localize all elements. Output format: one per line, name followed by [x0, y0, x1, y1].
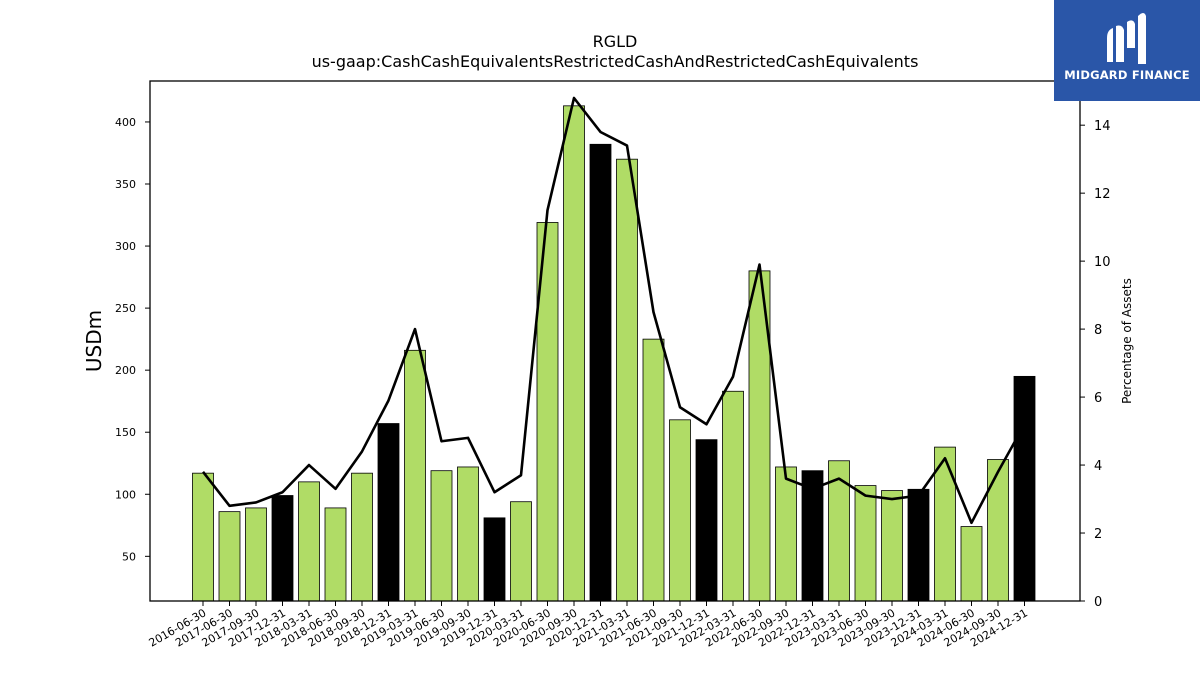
bar [510, 501, 532, 602]
bar [457, 466, 479, 602]
bar [881, 490, 903, 602]
y2-tick-label: 2 [1094, 527, 1102, 542]
y-tick-label: 350 [115, 178, 136, 191]
y2-axis-label: Percentage of Assets [1120, 278, 1134, 404]
bar [801, 470, 824, 602]
bar [1013, 375, 1036, 602]
percentage-line [201, 96, 1026, 525]
y2-tick-label: 12 [1094, 187, 1111, 202]
y-tick-label: 300 [115, 240, 136, 253]
bar [271, 495, 294, 602]
bar [218, 511, 241, 602]
bar [377, 423, 400, 602]
y-tick-label: 100 [115, 488, 136, 501]
y-tick-label: 50 [122, 550, 136, 563]
y-tick-label: 400 [115, 116, 136, 129]
bar [642, 338, 665, 602]
chart-title: RGLD [592, 32, 638, 51]
bar [404, 349, 426, 602]
logo-mark-icon [1107, 13, 1146, 64]
bar [324, 507, 347, 602]
y2-tick-label: 8 [1094, 323, 1102, 338]
chart-subtitle: us-gaap:CashCashEquivalentsRestrictedCas… [311, 52, 919, 71]
y-axis-label: USDm [82, 310, 106, 372]
bar [669, 419, 691, 602]
bar [245, 507, 267, 602]
bar [960, 526, 983, 602]
y-tick-label: 200 [115, 364, 136, 377]
bar [351, 472, 373, 602]
bar [483, 517, 506, 602]
midgard-finance-logo: MIDGARD FINANCE [1054, 0, 1200, 101]
plot-frame [149, 80, 1081, 602]
bar [722, 390, 744, 602]
bar [589, 143, 612, 602]
bar [616, 158, 638, 602]
bar [298, 481, 320, 602]
y-tick-label: 150 [115, 426, 136, 439]
bar [987, 459, 1009, 602]
y2-tick-label: 6 [1094, 391, 1102, 406]
bar [695, 439, 718, 602]
bar [775, 466, 797, 602]
bar [563, 105, 585, 602]
logo-text: MIDGARD FINANCE [1064, 68, 1190, 82]
y2-tick-label: 14 [1094, 119, 1111, 134]
y2-tick-label: 10 [1094, 255, 1111, 270]
y2-tick-label: 4 [1094, 459, 1102, 474]
bar [907, 488, 930, 602]
bar [854, 485, 877, 602]
y-tick-label: 250 [115, 302, 136, 315]
bar [192, 472, 214, 602]
y2-tick-label: 0 [1094, 595, 1102, 610]
bar [430, 470, 453, 602]
